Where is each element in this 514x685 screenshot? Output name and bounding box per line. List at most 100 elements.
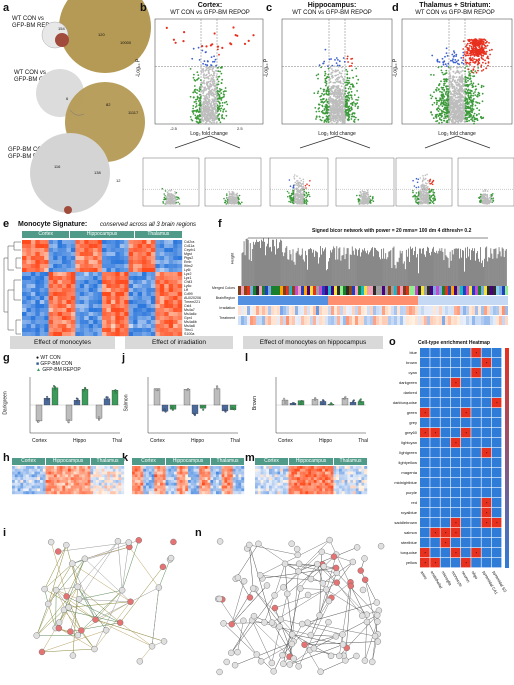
track-cell	[460, 286, 463, 295]
track-cell	[277, 286, 280, 295]
track-cell	[349, 316, 352, 325]
track-cell	[394, 296, 397, 305]
heatmap-o-row-label: lightgreen	[399, 450, 417, 455]
track-cell	[436, 296, 439, 305]
volcano-d-plot	[401, 18, 513, 125]
heatmap-o-row-label: darkred	[403, 390, 417, 395]
track-cell	[367, 286, 370, 295]
track-cell	[367, 316, 370, 325]
track-cell	[484, 286, 487, 295]
region-cortex: Cortex	[22, 231, 70, 238]
barplot-j-xticks: Cortex Hippo Thal	[150, 438, 240, 444]
track-cell	[265, 316, 268, 325]
track-cell	[484, 316, 487, 325]
track-cell	[484, 306, 487, 315]
track-cell	[268, 286, 271, 295]
track-cell	[442, 286, 445, 295]
panel-f-letter: f	[218, 218, 222, 230]
track-cell	[466, 316, 469, 325]
track-cell	[403, 306, 406, 315]
panel-o-letter: o	[389, 336, 396, 348]
track-cell	[424, 296, 427, 305]
band-cortex: Cortex	[12, 458, 45, 465]
gene-label: Ms4a6b	[184, 320, 197, 324]
panel-b-letter: b	[140, 2, 147, 14]
track-cell	[262, 286, 265, 295]
venn-count: 154	[58, 26, 65, 31]
heatmap-o-row-label: saddlebrown	[394, 520, 417, 525]
track-cell	[475, 306, 478, 315]
track-cell	[343, 286, 346, 295]
track-cell	[403, 316, 406, 325]
track-cell	[376, 316, 379, 325]
heatmap-e-title: Monocyte Signature:	[18, 221, 88, 228]
track-cell	[466, 296, 469, 305]
mini-volcano-d-irr	[395, 157, 453, 207]
heatmap-e-dendrogram	[3, 241, 21, 335]
track-cell	[310, 296, 313, 305]
track-cell	[295, 296, 298, 305]
track-cell	[403, 286, 406, 295]
track-cell	[259, 306, 262, 315]
heatmap-o-row-label: magenta	[401, 470, 417, 475]
track-cell	[334, 286, 337, 295]
network-f-track-labels: Merged Colors BrainRegion Irradiation Treat…	[212, 286, 235, 326]
track-cell	[334, 296, 337, 305]
gene-label: Cst4	[184, 304, 192, 308]
barplot-l-xticks: Cortex Hippo Thal	[278, 438, 368, 444]
track-cell	[271, 316, 274, 325]
track-cell	[475, 296, 478, 305]
track-cell	[352, 286, 355, 295]
heatmap-o-row-label: brown	[406, 360, 417, 365]
track-cell	[316, 296, 319, 305]
track-cell	[313, 286, 316, 295]
gene-label: Tfec1	[184, 328, 193, 332]
track-cell	[355, 286, 358, 295]
track-cell	[262, 316, 265, 325]
track-cell	[469, 316, 472, 325]
track-cell	[376, 306, 379, 315]
track-cell	[418, 296, 421, 305]
track-cell	[502, 296, 505, 305]
track-cell	[262, 296, 265, 305]
heatmap-o-grid: ****** ** * ****** * ** * *** * ** * *	[420, 348, 502, 568]
track-cell	[487, 316, 490, 325]
panel-j-letter: j	[122, 352, 126, 364]
heatmap-o-row-label: midnightblue	[394, 480, 417, 485]
track-cell	[295, 316, 298, 325]
track-cell	[460, 296, 463, 305]
track-cell	[346, 296, 349, 305]
heatmap-o-colorbar	[505, 348, 509, 568]
track-cell	[457, 306, 460, 315]
track-cell	[436, 306, 439, 315]
track-cell	[271, 286, 274, 295]
track-cell	[358, 306, 361, 315]
volcano-b-title: Cortex:	[197, 2, 223, 9]
track-cell	[418, 306, 421, 315]
track-cell	[421, 306, 424, 315]
track-cell	[370, 296, 373, 305]
heatmap-o-row-label: lightyellow	[398, 460, 417, 465]
track-cell	[328, 306, 331, 315]
venn-count: 10000	[120, 40, 132, 45]
xtick-cortex: Cortex	[150, 438, 165, 444]
track-cell	[397, 296, 400, 305]
track-cell	[349, 286, 352, 295]
track-cell	[430, 296, 433, 305]
track-cell	[337, 316, 340, 325]
track-cell	[307, 306, 310, 315]
track-cell	[457, 296, 460, 305]
heatmap-o-row-label: steelblue	[400, 540, 417, 545]
track-cell	[448, 306, 451, 315]
track-cell	[391, 306, 394, 315]
network-f-track-label: Irradiation	[219, 306, 235, 310]
heatmap-o-row-label: grey60	[404, 430, 417, 435]
track-cell	[274, 316, 277, 325]
track-cell	[433, 286, 436, 295]
track-cell	[268, 316, 271, 325]
band-hippocampus: Hippocampus	[45, 458, 90, 465]
venn-count: 12	[116, 178, 121, 183]
track-cell	[400, 296, 403, 305]
venn-count: 138	[94, 170, 101, 175]
track-cell	[502, 286, 505, 295]
